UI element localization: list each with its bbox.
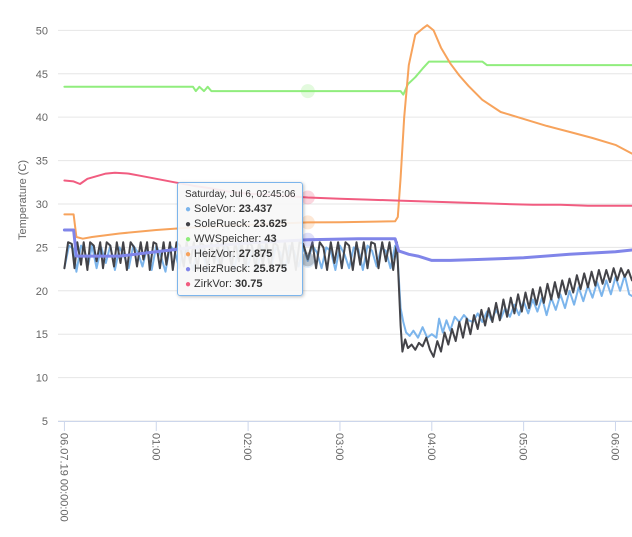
y-axis-title: Temperature (C) — [17, 160, 29, 240]
tooltip-row: ● HeizRueck: 25.875 — [185, 262, 295, 277]
tooltip-series-label: SoleVor: — [194, 203, 239, 215]
y-tick-label: 35 — [36, 156, 48, 168]
y-tick-label: 30 — [36, 199, 48, 211]
series-line-zirkvor — [63, 171, 632, 207]
y-tick-label: 50 — [36, 25, 48, 37]
series-line-heizrueck — [62, 228, 632, 262]
tooltip-header: Saturday, Jul 6, 02:45:06 — [185, 189, 296, 200]
y-tick-label: 40 — [36, 112, 48, 124]
x-tick-label: 04:00 — [425, 433, 437, 461]
series-dot-icon: ● — [185, 264, 192, 275]
series-layer — [62, 24, 632, 358]
y-tick-label: 25 — [36, 242, 48, 254]
hover-halo-wwspeicher — [300, 84, 315, 99]
y-tick-label: 15 — [36, 329, 48, 341]
tooltip-row: ● SoleVor: 23.437 — [185, 202, 295, 217]
tooltip-row: ● HeizVor: 27.875 — [185, 247, 295, 262]
tooltip-series-value: 43 — [264, 233, 277, 245]
tooltip-series-label: HeizVor: — [194, 248, 239, 260]
tooltip-series-value: 27.875 — [238, 248, 273, 260]
hover-halo-zirkvor — [300, 190, 315, 205]
series-dot-icon: ● — [185, 204, 192, 215]
y-tick-label: 45 — [36, 69, 48, 81]
x-tick-label: 05:00 — [517, 433, 529, 461]
axis-layer: 5 10 15 20 25 30 35 40 45 50 06.07.19 00:00:00 01:0… — [36, 25, 632, 522]
x-tick-label: 02:00 — [241, 433, 253, 461]
hover-halo-solerueck — [300, 252, 315, 267]
hover-halo-heizvor — [300, 215, 315, 230]
x-tick-label: 06:00 — [608, 433, 620, 461]
tooltip-series-label: SoleRueck: — [194, 218, 254, 230]
tooltip-series-value: 23.625 — [253, 218, 288, 230]
y-tick-label: 20 — [36, 286, 48, 298]
hover-halo-solevor — [300, 253, 315, 268]
series-dot-icon: ● — [185, 234, 192, 245]
y-tick-label: 5 — [42, 416, 48, 428]
x-tick-label: 06.07.19 00:00:00 — [57, 433, 69, 522]
tooltip-rows: ● SoleVor: 23.437 ● SoleRueck: 23.625 ● WWSpe… — [185, 202, 295, 292]
tooltip-series-value: 25.875 — [253, 263, 287, 275]
x-tick-label: 03:00 — [333, 433, 345, 461]
tooltip-series-label: ZirkVor: — [194, 278, 235, 290]
series-dot-icon: ● — [185, 279, 192, 290]
tooltip-row: ● ZirkVor: 30.75 — [185, 277, 295, 292]
tooltip-series-value: 30.75 — [235, 278, 263, 290]
series-dot-icon: ● — [185, 219, 192, 230]
grid-layer — [58, 29, 632, 422]
series-dot-icon: ● — [185, 249, 192, 260]
tooltip-row: ● SoleRueck: 23.625 — [185, 217, 295, 232]
y-tick-label: 10 — [36, 373, 48, 385]
tooltip-series-value: 23.437 — [238, 203, 273, 215]
series-line-solerueck — [63, 241, 632, 358]
hover-halo-heizrueck — [300, 232, 315, 247]
tooltip-series-label: HeizRueck: — [194, 263, 254, 275]
series-line-wwspeicher — [63, 60, 632, 96]
tooltip: Saturday, Jul 6, 02:45:06 ● SoleVor: 23.4… — [177, 182, 303, 296]
series-line-heizvor — [63, 24, 632, 240]
x-tick-label: 01:00 — [149, 433, 161, 461]
tooltip-row: ● WWSpeicher: 43 — [185, 232, 295, 247]
hover-marker-layer — [300, 84, 315, 268]
tooltip-series-label: WWSpeicher: — [194, 233, 265, 245]
